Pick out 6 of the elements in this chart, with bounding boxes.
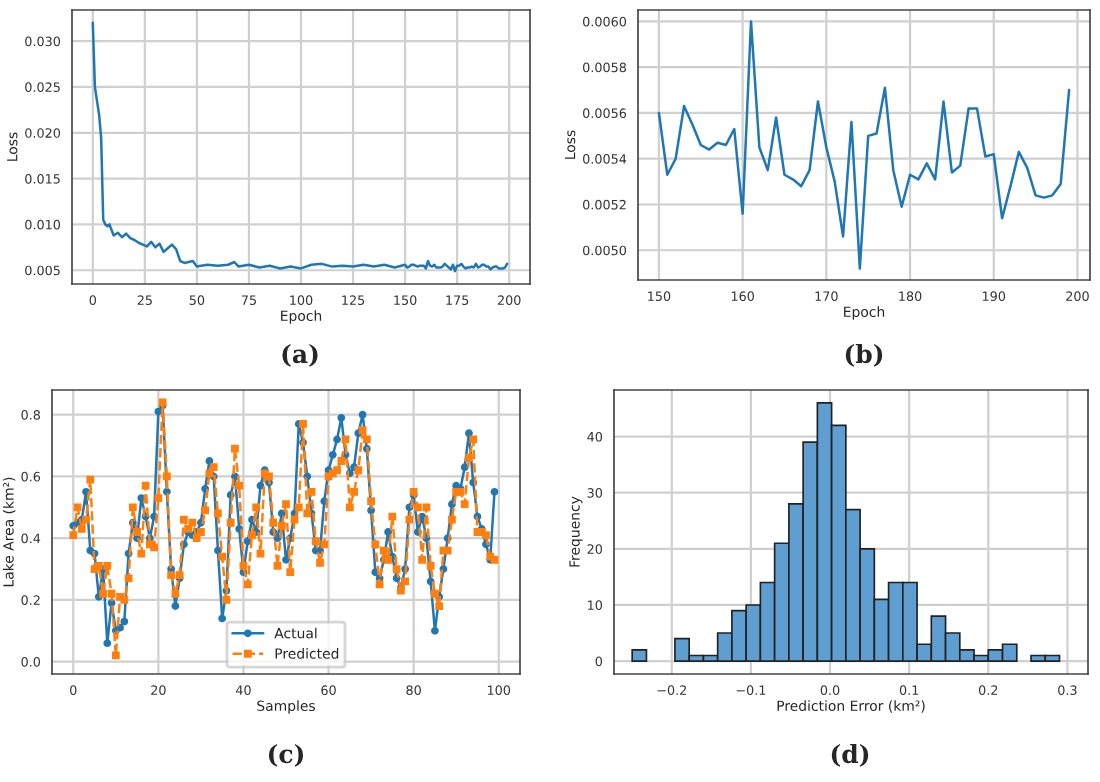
line-series: [91, 21, 509, 273]
text: (d): [831, 743, 869, 767]
text: (b): [845, 343, 883, 367]
line-series: [657, 20, 1071, 270]
text: (c): [268, 743, 304, 767]
text: (a): [282, 343, 318, 367]
